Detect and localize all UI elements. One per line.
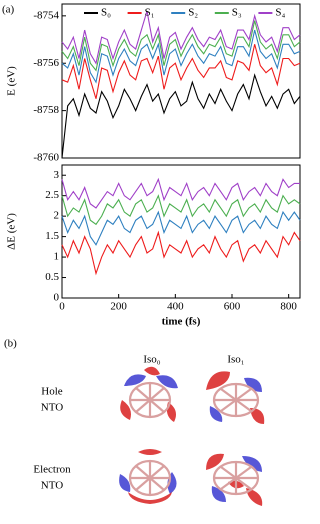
row-label: Electron [33, 464, 71, 476]
row-label: Hole [41, 386, 63, 398]
series-line [61, 230, 301, 276]
y-tick-label: -8756 [33, 57, 59, 69]
plot-frame [61, 164, 301, 299]
series-line [61, 73, 301, 159]
molecule [206, 453, 263, 506]
series-line [61, 29, 301, 84]
x-tick-label: 800 [280, 301, 297, 313]
row-label: NTO [41, 402, 63, 414]
legend-label: S₀ [101, 7, 111, 19]
molecule [119, 449, 177, 504]
x-axis-label: time (fs) [162, 316, 201, 328]
plot-frame [61, 3, 301, 159]
y-axis-label: ΔE (eV) [6, 213, 18, 250]
column-label: Iso₁ [227, 354, 244, 366]
series-line [61, 194, 301, 226]
y-tick-label: 0.5 [45, 271, 59, 283]
series-line [61, 10, 301, 65]
row-label: NTO [41, 480, 63, 492]
y-tick-label: 1 [54, 251, 60, 263]
y-axis-label: E (eV) [6, 66, 18, 96]
x-tick-label: 0 [59, 301, 65, 313]
legend-label: S₁ [145, 7, 155, 19]
legend-label: S₂ [188, 7, 198, 19]
x-tick-label: 600 [224, 301, 241, 313]
series-line [61, 210, 301, 246]
molecule [206, 371, 265, 424]
series-line [61, 20, 301, 72]
y-tick-label: 0 [54, 292, 60, 304]
y-tick-label: 2.5 [45, 189, 59, 201]
series-line [61, 177, 300, 209]
column-label: Iso₀ [143, 354, 160, 366]
legend-label: S₃ [232, 7, 242, 19]
figure: (a) (b) Iso₀ Iso₁ Hole NTO Electron NTO … [2, 3, 301, 506]
y-tick-label: 1.5 [45, 230, 59, 242]
y-tick-label: -8760 [33, 152, 59, 164]
x-tick-label: 400 [167, 301, 184, 313]
series-line [61, 44, 301, 99]
legend-label: S₄ [275, 7, 285, 19]
molecule [120, 366, 178, 422]
y-tick-label: -8754 [33, 9, 59, 21]
panel-label: (a) [2, 4, 15, 16]
y-tick-label: -8758 [33, 104, 59, 116]
panel-label: (b) [4, 338, 17, 350]
x-tick-label: 200 [110, 301, 127, 313]
y-tick-label: 3 [54, 169, 60, 181]
y-tick-label: 2 [54, 210, 60, 222]
